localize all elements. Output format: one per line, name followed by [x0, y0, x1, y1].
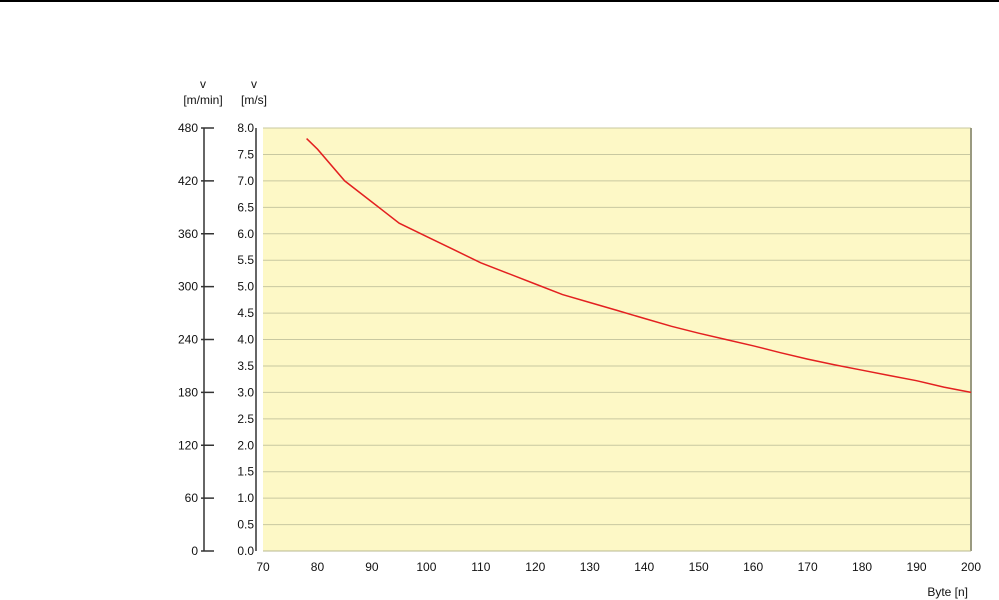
y-right-tick-label: 6.5 — [237, 200, 254, 214]
grid-lines — [263, 127, 972, 552]
y-right-tick-label: 3.5 — [237, 359, 254, 373]
x-tick-label: 170 — [798, 560, 818, 574]
y-left-tick-label: 480 — [178, 121, 198, 135]
y-right-tick-label: 1.5 — [237, 465, 254, 479]
y-right-tick-label: 5.0 — [237, 280, 254, 294]
y-right-tick-label: 4.0 — [237, 333, 254, 347]
x-tick-label: 70 — [256, 560, 270, 574]
y-right-tick-label: 6.0 — [237, 227, 254, 241]
y-left-tick-label: 180 — [178, 385, 198, 399]
x-tick-label: 190 — [907, 560, 927, 574]
tick-labels: 0 60 120 180 240 300 360 420 480 0.0 0.5 1.0 1.5 2.0 2… — [178, 121, 981, 574]
x-tick-label: 180 — [852, 560, 872, 574]
y-right-tick-label: 7.5 — [237, 147, 254, 161]
y-right-tick-label: 8.0 — [237, 121, 254, 135]
x-tick-label: 100 — [416, 560, 436, 574]
x-tick-label: 120 — [525, 560, 545, 574]
y-right-tick-label: 2.0 — [237, 438, 254, 452]
x-tick-label: 140 — [634, 560, 654, 574]
top-border-rule — [0, 0, 999, 2]
y-right-tick-label: 1.0 — [237, 491, 254, 505]
y-left-tick-label: 120 — [178, 438, 198, 452]
y-left-axis-symbol: v — [200, 77, 206, 91]
x-tick-label: 80 — [311, 560, 325, 574]
axes — [201, 127, 971, 552]
y-right-tick-label: 3.0 — [237, 385, 254, 399]
speed-curve — [306, 138, 972, 394]
y-left-tick-label: 60 — [185, 491, 199, 505]
y-right-tick-label: 0.5 — [237, 518, 254, 532]
y-left-tick-label: 0 — [191, 544, 198, 558]
x-tick-label: 160 — [743, 560, 763, 574]
y-right-tick-label: 4.5 — [237, 306, 254, 320]
x-tick-label: 90 — [365, 560, 379, 574]
y-right-axis-unit: [m/s] — [241, 93, 267, 107]
x-tick-label: 200 — [961, 560, 981, 574]
y-left-tick-label: 420 — [178, 174, 198, 188]
x-tick-label: 110 — [471, 560, 490, 574]
y-left-tick-label: 300 — [178, 280, 198, 294]
x-axis-title: Byte [n] — [927, 585, 968, 599]
y-right-axis-symbol: v — [251, 77, 257, 91]
y-right-tick-label: 2.5 — [237, 412, 254, 426]
y-right-tick-label: 7.0 — [237, 174, 254, 188]
y-left-axis-unit: [m/min] — [183, 93, 222, 107]
x-tick-label: 150 — [689, 560, 709, 574]
y-left-tick-label: 240 — [178, 333, 198, 347]
y-left-tick-label: 360 — [178, 227, 198, 241]
x-tick-label: 130 — [580, 560, 600, 574]
y-right-tick-label: 5.5 — [237, 253, 254, 267]
y-right-tick-label: 0.0 — [237, 544, 254, 558]
